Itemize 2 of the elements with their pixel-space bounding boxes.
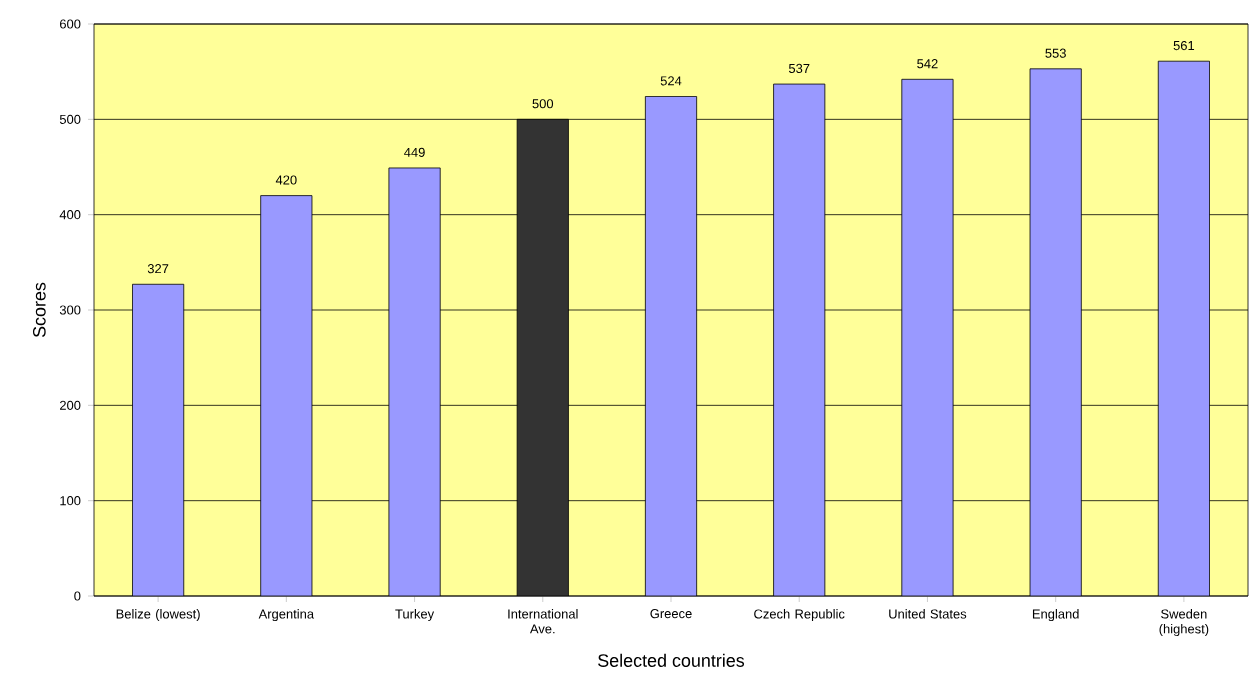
- x-axis-title: Selected countries: [598, 653, 745, 667]
- y-axis-title: Scores: [32, 282, 46, 338]
